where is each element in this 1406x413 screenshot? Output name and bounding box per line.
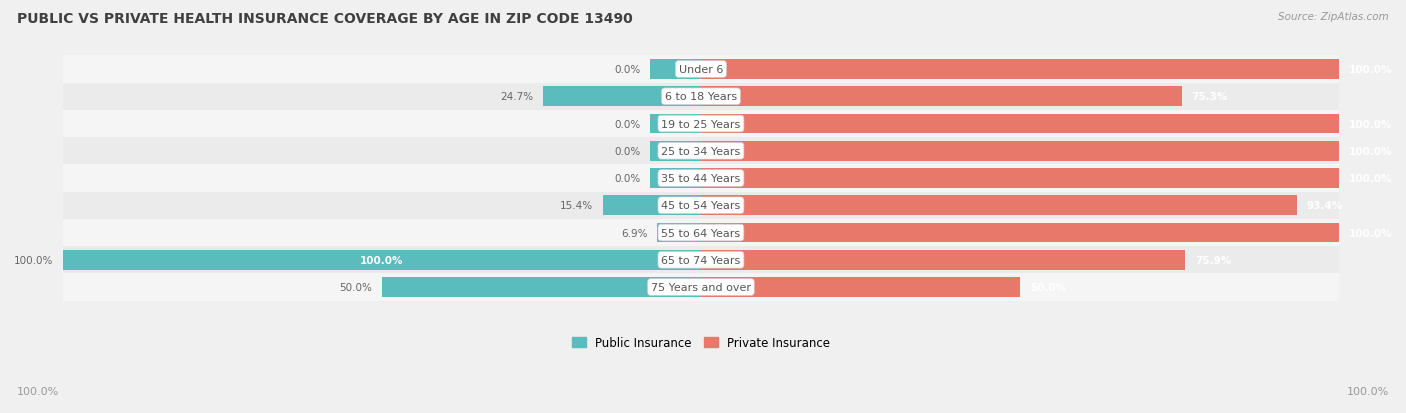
- Text: 100.0%: 100.0%: [1348, 119, 1392, 129]
- Text: 100.0%: 100.0%: [360, 255, 404, 265]
- Text: 35 to 44 Years: 35 to 44 Years: [661, 173, 741, 184]
- Text: 6 to 18 Years: 6 to 18 Years: [665, 92, 737, 102]
- Text: 0.0%: 0.0%: [614, 147, 640, 157]
- Bar: [702, 278, 1021, 297]
- Text: PUBLIC VS PRIVATE HEALTH INSURANCE COVERAGE BY AGE IN ZIP CODE 13490: PUBLIC VS PRIVATE HEALTH INSURANCE COVER…: [17, 12, 633, 26]
- Bar: [702, 196, 1298, 216]
- Bar: [62, 83, 1340, 111]
- Bar: [62, 138, 1340, 165]
- Bar: [657, 223, 702, 243]
- Text: 100.0%: 100.0%: [1347, 387, 1389, 396]
- Text: 24.7%: 24.7%: [501, 92, 534, 102]
- Text: 100.0%: 100.0%: [1348, 65, 1392, 75]
- Bar: [702, 169, 1340, 188]
- Bar: [543, 87, 702, 107]
- Text: 19 to 25 Years: 19 to 25 Years: [661, 119, 741, 129]
- Text: 50.0%: 50.0%: [339, 282, 373, 292]
- Text: 100.0%: 100.0%: [17, 387, 59, 396]
- Bar: [62, 247, 1340, 274]
- Text: 75.9%: 75.9%: [1195, 255, 1232, 265]
- Text: 25 to 34 Years: 25 to 34 Years: [661, 147, 741, 157]
- Bar: [650, 142, 702, 161]
- Text: 93.4%: 93.4%: [1306, 201, 1343, 211]
- Bar: [702, 223, 1340, 243]
- Bar: [650, 169, 702, 188]
- Bar: [702, 250, 1185, 270]
- Bar: [62, 111, 1340, 138]
- Text: 50.0%: 50.0%: [1029, 282, 1066, 292]
- Bar: [62, 274, 1340, 301]
- Bar: [702, 60, 1340, 80]
- Text: 100.0%: 100.0%: [1348, 147, 1392, 157]
- Text: 6.9%: 6.9%: [621, 228, 647, 238]
- Text: 55 to 64 Years: 55 to 64 Years: [661, 228, 741, 238]
- Text: 100.0%: 100.0%: [14, 255, 53, 265]
- Text: 0.0%: 0.0%: [614, 119, 640, 129]
- Bar: [702, 142, 1340, 161]
- Legend: Public Insurance, Private Insurance: Public Insurance, Private Insurance: [572, 336, 830, 349]
- Bar: [650, 60, 702, 80]
- Text: 65 to 74 Years: 65 to 74 Years: [661, 255, 741, 265]
- Text: 0.0%: 0.0%: [614, 65, 640, 75]
- Text: 0.0%: 0.0%: [614, 173, 640, 184]
- Text: Under 6: Under 6: [679, 65, 723, 75]
- Text: 100.0%: 100.0%: [1348, 173, 1392, 184]
- Bar: [382, 278, 702, 297]
- Text: 75 Years and over: 75 Years and over: [651, 282, 751, 292]
- Bar: [650, 114, 702, 134]
- Text: 45 to 54 Years: 45 to 54 Years: [661, 201, 741, 211]
- Bar: [603, 196, 702, 216]
- Bar: [702, 87, 1181, 107]
- Bar: [702, 114, 1340, 134]
- Text: 100.0%: 100.0%: [1348, 228, 1392, 238]
- Bar: [62, 192, 1340, 219]
- Bar: [62, 250, 702, 270]
- Bar: [62, 165, 1340, 192]
- Text: 15.4%: 15.4%: [560, 201, 593, 211]
- Text: 75.3%: 75.3%: [1191, 92, 1227, 102]
- Bar: [62, 56, 1340, 83]
- Text: Source: ZipAtlas.com: Source: ZipAtlas.com: [1278, 12, 1389, 22]
- Bar: [62, 219, 1340, 247]
